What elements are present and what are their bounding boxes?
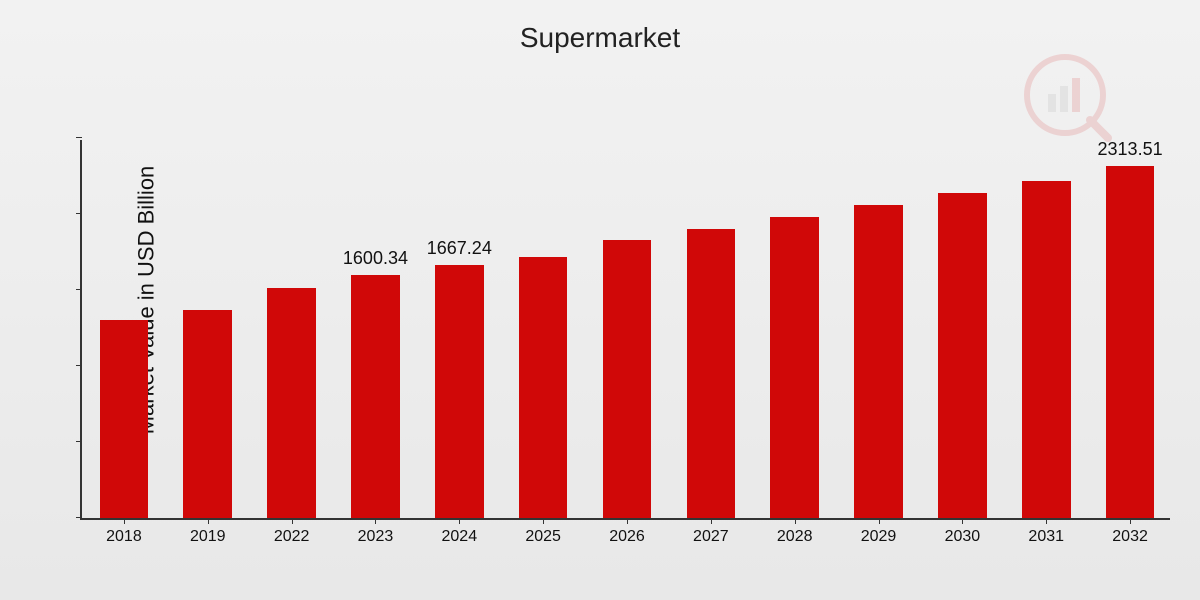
x-tick [543, 518, 544, 524]
x-tick-label: 2029 [861, 528, 897, 546]
x-tick [292, 518, 293, 524]
x-tick-label: 2018 [106, 528, 142, 546]
x-tick [879, 518, 880, 524]
bar [183, 310, 232, 518]
bar-value-label: 1600.34 [343, 248, 408, 269]
bar [854, 205, 903, 518]
bar [938, 193, 987, 518]
x-tick-label: 2032 [1112, 528, 1148, 546]
x-tick-label: 2023 [358, 528, 394, 546]
x-tick-label: 2026 [609, 528, 645, 546]
x-tick [1130, 518, 1131, 524]
bar [519, 257, 568, 518]
y-tick [76, 289, 82, 290]
y-tick [76, 365, 82, 366]
bar [687, 229, 736, 518]
x-tick [711, 518, 712, 524]
bar-value-label: 2313.51 [1098, 139, 1163, 160]
bar [267, 288, 316, 518]
y-tick [76, 213, 82, 214]
x-tick [208, 518, 209, 524]
x-tick-label: 2030 [945, 528, 981, 546]
x-tick [962, 518, 963, 524]
x-tick-label: 2019 [190, 528, 226, 546]
bar [435, 265, 484, 518]
x-tick-label: 2024 [442, 528, 478, 546]
x-tick [375, 518, 376, 524]
bar [1106, 166, 1155, 518]
x-tick-label: 2031 [1028, 528, 1064, 546]
bar [770, 217, 819, 518]
x-tick [795, 518, 796, 524]
x-tick-label: 2022 [274, 528, 310, 546]
x-tick [627, 518, 628, 524]
bar [1022, 181, 1071, 518]
x-tick-label: 2027 [693, 528, 729, 546]
bar [100, 320, 149, 518]
bar [603, 240, 652, 518]
x-tick [459, 518, 460, 524]
y-tick [76, 441, 82, 442]
bar [351, 275, 400, 518]
x-tick [124, 518, 125, 524]
plot-area: 1600.341667.242313.51 201820192022202320… [80, 140, 1170, 520]
x-tick-label: 2025 [525, 528, 561, 546]
x-tick-label: 2028 [777, 528, 813, 546]
bar-value-label: 1667.24 [427, 238, 492, 259]
x-tick [1046, 518, 1047, 524]
y-tick [76, 137, 82, 138]
y-tick [76, 517, 82, 518]
bars-container: 1600.34 1667.24 2313.51 [82, 140, 1170, 518]
